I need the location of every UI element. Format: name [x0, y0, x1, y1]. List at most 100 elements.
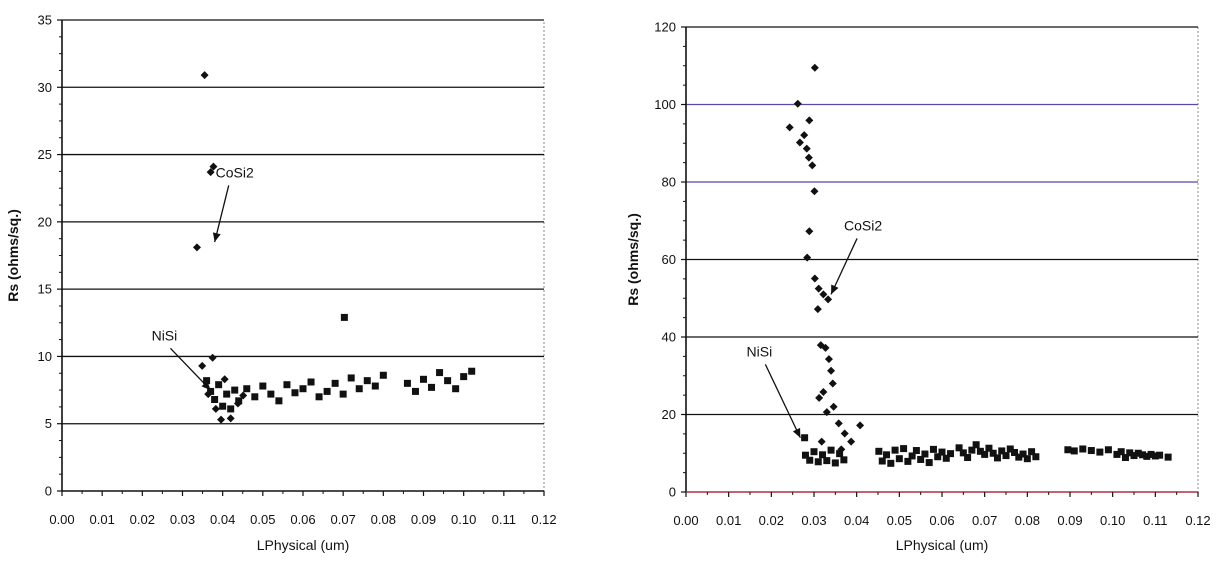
data-point: [1032, 453, 1040, 461]
data-point: [200, 71, 209, 80]
data-point: [1023, 455, 1031, 463]
data-point: [821, 343, 830, 352]
data-point: [817, 437, 826, 446]
data-point: [1104, 446, 1112, 454]
data-point: [904, 457, 912, 465]
data-point: [972, 441, 980, 449]
data-point: [1006, 445, 1014, 453]
y-tick-label: 20: [38, 214, 52, 229]
data-point: [921, 450, 929, 458]
chart-panel-2: 0 20 40 60 80 100 120 0.00 0.01 0.02 0.03 0.04 0.05 0…: [625, 20, 1211, 554]
data-point: [1164, 453, 1172, 461]
data-point: [808, 161, 817, 170]
data-point: [823, 457, 831, 465]
x-tick-label: 0.05: [887, 513, 912, 528]
y-tick-label: 5: [45, 416, 52, 431]
data-point: [428, 383, 436, 391]
data-point: [840, 429, 849, 438]
data-point: [942, 454, 950, 462]
data-point: [955, 444, 963, 452]
data-point: [226, 414, 235, 423]
data-point: [806, 456, 814, 464]
x-tick-label: 0.10: [1100, 513, 1125, 528]
data-point: [209, 162, 218, 171]
data-point: [964, 454, 972, 462]
y-tick-label: 15: [38, 282, 52, 297]
data-point: [917, 455, 925, 463]
annotation-label: CoSi2: [216, 164, 254, 180]
chart-panel-1: 0 5 10 15 20 25 30 35 0.00 0.01 0.02 0.03 0.04 0.05 0.…: [5, 13, 557, 554]
x-tick-label: 0.10: [451, 512, 476, 527]
data-point: [976, 447, 984, 455]
data-point: [259, 382, 267, 390]
data-point: [959, 449, 967, 457]
data-point: [805, 116, 814, 125]
data-point: [827, 446, 835, 454]
x-tick-label: 0.07: [331, 512, 356, 527]
data-point: [829, 402, 838, 411]
data-point: [801, 434, 809, 442]
data-point: [785, 123, 794, 132]
data-point: [251, 393, 259, 401]
y-tick-label: 10: [38, 349, 52, 364]
data-point: [831, 459, 839, 467]
data-point: [217, 415, 226, 424]
data-point: [1019, 450, 1027, 458]
x-tick-label: 0.00: [673, 513, 698, 528]
data-point: [883, 451, 891, 459]
data-point: [231, 386, 239, 394]
data-point: [355, 385, 363, 393]
data-point: [793, 99, 802, 108]
data-point: [925, 459, 933, 467]
data-point: [460, 373, 468, 381]
data-point: [814, 458, 822, 466]
data-point: [895, 455, 903, 463]
y-axis-label: Rs (ohms/sq.): [625, 213, 641, 306]
data-point: [371, 382, 379, 390]
data-point: [215, 381, 223, 389]
data-point: [1121, 454, 1129, 462]
data-point: [989, 449, 997, 457]
data-point: [836, 450, 844, 458]
data-point: [813, 305, 822, 314]
data-point: [828, 379, 837, 388]
data-point: [219, 402, 227, 410]
x-tick-label: 0.12: [531, 512, 556, 527]
y-tick-label: 0: [669, 485, 676, 500]
arrowhead: [831, 284, 839, 295]
data-point: [1134, 449, 1142, 457]
data-point: [887, 459, 895, 467]
annotation-arrow: [214, 185, 230, 243]
data-point: [1126, 449, 1134, 457]
data-point: [363, 377, 371, 385]
x-axis-label: LPhysical (um): [896, 537, 989, 553]
data-point: [436, 369, 444, 377]
data-point: [379, 371, 387, 379]
data-point: [1028, 448, 1036, 456]
x-tick-label: 0.00: [49, 512, 74, 527]
y-tick-label: 120: [654, 20, 676, 35]
data-point: [208, 353, 217, 362]
y-tick-label: 20: [662, 407, 676, 422]
data-point: [220, 375, 229, 384]
x-axis-label: LPhysical (um): [257, 537, 350, 553]
data-point: [267, 390, 275, 398]
data-point: [211, 404, 220, 413]
data-point: [315, 393, 323, 401]
data-point: [1011, 448, 1019, 456]
data-point: [1015, 453, 1023, 461]
data-point: [283, 381, 291, 389]
data-point: [912, 447, 920, 455]
data-point: [801, 451, 809, 459]
data-point: [444, 377, 452, 385]
data-point: [206, 168, 215, 177]
x-tick-label: 0.12: [1185, 513, 1210, 528]
x-tick-label: 0.08: [1015, 513, 1040, 528]
y-tick-label: 0: [45, 484, 52, 499]
x-tick-label: 0.06: [929, 513, 954, 528]
data-point: [1064, 446, 1072, 454]
annotation-label: CoSi2: [844, 217, 882, 233]
arrowhead: [212, 232, 221, 243]
data-point: [452, 385, 460, 393]
